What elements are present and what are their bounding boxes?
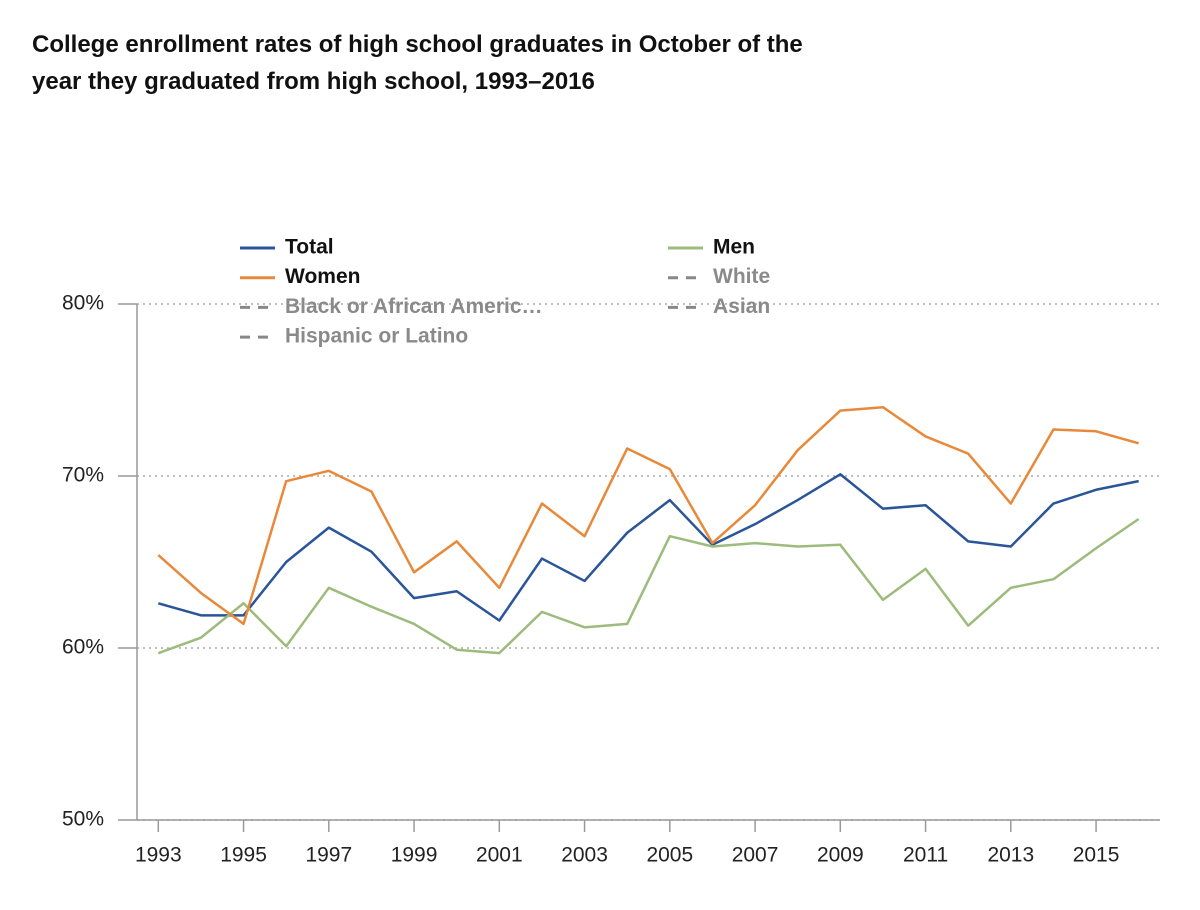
series-line	[157, 473, 1139, 622]
x-tick-label: 2009	[817, 844, 864, 867]
x-tick-label: 2011	[903, 844, 948, 867]
x-tick-label: 1995	[220, 844, 267, 867]
x-tick-label: 2007	[732, 844, 779, 867]
legend-label[interactable]: Total	[285, 236, 334, 259]
y-tick-label: 50%	[62, 808, 104, 831]
series-line	[157, 405, 1140, 626]
x-tick-label: 2005	[646, 844, 693, 867]
legend-label[interactable]: Black or African Americ…	[285, 295, 543, 318]
y-tick-label: 70%	[62, 464, 104, 487]
legend-label[interactable]: Asian	[713, 295, 770, 318]
x-tick-label: 2003	[561, 844, 608, 867]
x-tick-label: 1993	[135, 844, 182, 867]
y-tick-label: 60%	[62, 636, 104, 659]
y-tick-label: 80%	[62, 292, 104, 315]
chart-title: College enrollment rates of high school …	[32, 31, 803, 95]
legend-label[interactable]: White	[713, 265, 770, 288]
legend-label[interactable]: Hispanic or Latino	[285, 325, 468, 348]
x-tick-label: 2001	[476, 844, 523, 867]
x-tick-label: 1997	[305, 844, 352, 867]
x-tick-label: 2015	[1073, 844, 1120, 867]
series-line	[157, 517, 1140, 655]
x-tick-label: 1999	[391, 844, 438, 867]
x-tick-label: 2013	[987, 844, 1034, 867]
legend-label[interactable]: Men	[713, 236, 755, 259]
legend-label[interactable]: Women	[285, 265, 360, 288]
